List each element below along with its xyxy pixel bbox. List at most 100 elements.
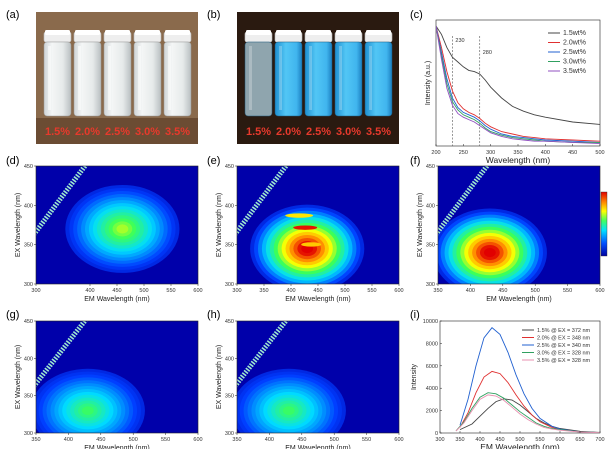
y-tick-label: 0 [435, 431, 438, 437]
y-tick-label: 4000 [426, 386, 438, 392]
daylight-concentration-label: 2.0% [75, 126, 100, 138]
daylight-vial-1: 1.5% [43, 30, 72, 138]
x-tick-label: 400 [541, 150, 550, 156]
uv-concentration-label: 3.5% [366, 126, 391, 138]
uv-vial-1: 1.5% [244, 30, 273, 138]
daylight-concentration-label: 3.0% [135, 126, 160, 138]
x-tick-label: 500 [139, 288, 148, 294]
x-tick-label: 300 [232, 288, 241, 294]
series-line [455, 392, 600, 433]
series-line [436, 25, 600, 142]
legend-entry: 1.5wt% [563, 30, 586, 37]
heatmap-e: 300 350 400 450 500 550 600 300 350 400 450 EM Wave… [216, 164, 404, 303]
x-tick-label: 450 [568, 150, 577, 156]
series-line [459, 327, 600, 433]
uv-concentration-label: 1.5% [246, 126, 271, 138]
daylight-concentration-label: 3.5% [165, 126, 190, 138]
rayleigh-scatter-line [36, 321, 88, 388]
y-axis-label: EX Wavelength (nm) [15, 345, 22, 409]
contour-level [282, 406, 295, 415]
raman-band [285, 213, 314, 218]
y-tick-label: 300 [426, 282, 435, 288]
x-axis-label: EM Wavelength (nm) [480, 442, 560, 449]
legend-entry: 1.5% @ EX = 372 nm [537, 328, 591, 334]
legend-entry: 3.0% @ EX = 328 nm [537, 351, 591, 357]
y-axis-label: Intensity [411, 363, 418, 390]
y-tick-label: 450 [24, 164, 33, 170]
y-tick-label: 350 [225, 243, 234, 249]
rayleigh-scatter-line [36, 166, 89, 236]
panel-label-f: (f) [410, 155, 420, 167]
legend: 1.5wt% 2.0wt% 2.5wt% 3.0wt% 3.5wt% [548, 30, 586, 75]
panel-label-e: (e) [207, 155, 220, 167]
peak-annotation: 280 [483, 50, 492, 56]
line-chart-c: 230 280 200 250 300 350 400 450 500 Wavelength (n… [425, 19, 605, 165]
panel-label-a: (a) [6, 9, 19, 21]
panel-label-i: (i) [410, 309, 420, 321]
y-tick-label: 400 [24, 356, 33, 362]
panel-label-g: (g) [6, 309, 19, 321]
uv-concentration-label: 3.0% [336, 126, 361, 138]
series-line [455, 394, 600, 433]
y-tick-label: 400 [225, 356, 234, 362]
x-tick-label: 450 [112, 288, 121, 294]
line-chart-i: 300 350 400 450 500 550 600 650 700 0 2000 4000 6000… [411, 319, 605, 449]
x-tick-label: 400 [475, 437, 484, 443]
daylight-vial-2: 2.0% [73, 30, 102, 138]
contour-level [483, 247, 496, 258]
x-axis-label: EM Wavelength (nm) [285, 296, 350, 303]
daylight-vial-4: 3.0% [133, 30, 162, 138]
photo-daylight: (a) 1.5% 2.0% 2.5% 3.0% 3.5% [6, 9, 198, 144]
uv-vial-3: 2.5% [304, 30, 333, 138]
x-axis-label: EM Wavelength (nm) [486, 296, 551, 303]
x-tick-label: 300 [486, 150, 495, 156]
x-axis-label: EM Wavelength (nm) [84, 296, 149, 303]
y-tick-label: 8000 [426, 341, 438, 347]
x-tick-label: 700 [595, 437, 604, 443]
contour-level [81, 406, 94, 415]
legend-entry: 2.0wt% [563, 40, 586, 47]
x-tick-label: 500 [340, 288, 349, 294]
x-tick-label: 450 [297, 437, 306, 443]
y-tick-label: 350 [24, 243, 33, 249]
y-axis-label: Intensity (a.u.) [425, 61, 432, 105]
y-tick-label: 400 [426, 203, 435, 209]
x-tick-label: 600 [193, 437, 202, 443]
y-tick-label: 300 [24, 431, 33, 437]
y-tick-label: 300 [24, 282, 33, 288]
x-tick-label: 600 [394, 437, 403, 443]
y-tick-label: 350 [24, 394, 33, 400]
x-tick-label: 650 [575, 437, 584, 443]
daylight-concentration-label: 1.5% [45, 126, 70, 138]
series-line [436, 25, 600, 125]
x-axis-label: EM Wavelength (nm) [285, 445, 350, 449]
y-axis-label: EX Wavelength (nm) [216, 193, 223, 257]
y-tick-label: 2000 [426, 409, 438, 415]
daylight-concentration-label: 2.5% [105, 126, 130, 138]
rayleigh-scatter-line [438, 166, 491, 236]
daylight-vial-5: 3.5% [163, 30, 192, 138]
y-tick-label: 450 [24, 319, 33, 325]
x-tick-label: 500 [330, 437, 339, 443]
rayleigh-scatter-line [237, 321, 289, 388]
y-axis-label: EX Wavelength (nm) [15, 193, 22, 257]
y-tick-label: 400 [24, 203, 33, 209]
series-line [436, 25, 600, 143]
uv-vial-4: 3.0% [334, 30, 363, 138]
x-tick-label: 300 [31, 288, 40, 294]
x-tick-label: 550 [535, 437, 544, 443]
peak-annotation: 230 [455, 38, 464, 44]
legend-entry: 2.5% @ EX = 340 nm [537, 343, 591, 349]
x-tick-label: 350 [232, 437, 241, 443]
photo-uv: (b) 1.5% 2.0% 2.5% 3.0% 3.5% [207, 9, 399, 144]
legend: 1.5% @ EX = 372 nm 2.0% @ EX = 348 nm2.5%… [522, 328, 591, 364]
x-tick-label: 500 [595, 150, 604, 156]
color-scale-bar [600, 191, 608, 257]
x-tick-label: 350 [513, 150, 522, 156]
x-tick-label: 350 [259, 288, 268, 294]
x-tick-label: 500 [129, 437, 138, 443]
x-tick-label: 600 [394, 288, 403, 294]
uv-vial-2: 2.0% [274, 30, 303, 138]
x-tick-label: 200 [431, 150, 440, 156]
